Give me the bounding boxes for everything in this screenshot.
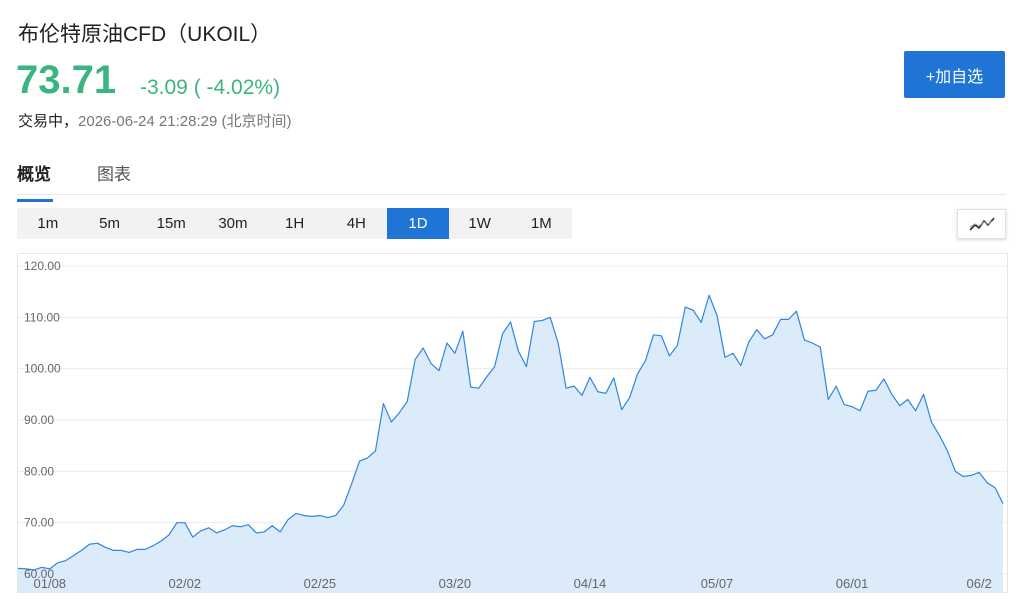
- period-5m-button[interactable]: 5m: [78, 208, 141, 239]
- period-4h-button[interactable]: 4H: [325, 208, 388, 239]
- active-tab-indicator: [17, 199, 53, 202]
- change-percent: ( -4.02%): [193, 76, 281, 99]
- last-price: 73.71: [16, 58, 117, 102]
- y-tick-label: 80.00: [24, 464, 54, 478]
- y-tick-label: 100.00: [24, 362, 61, 376]
- y-tick-label: 110.00: [24, 310, 60, 324]
- price-chart[interactable]: 120.00 110.00 100.00 90.00 80.00 70.00 60.00 01…: [17, 253, 1008, 593]
- status-text: 交易中，: [18, 113, 79, 130]
- price-change: -3.09 ( -4.02%): [140, 76, 280, 100]
- add-watchlist-button[interactable]: +加自选: [904, 51, 1005, 98]
- line-chart-icon: [968, 217, 995, 231]
- x-tick-label: 06/01: [836, 576, 869, 591]
- period-15m-button[interactable]: 15m: [140, 208, 203, 239]
- price-chart-svg: 120.00 110.00 100.00 90.00 80.00 70.00 60.0001…: [18, 259, 1007, 592]
- tab-chart[interactable]: 图表: [97, 165, 131, 184]
- tab-label: 概览: [17, 165, 51, 184]
- y-tick-label: 120.00: [24, 259, 61, 273]
- timestamp: 2026-06-24 21:28:29 (北京时间): [78, 113, 292, 130]
- period-1w-button[interactable]: 1W: [448, 208, 511, 239]
- change-value: -3.09: [140, 76, 188, 99]
- x-tick-label: 05/07: [701, 576, 734, 591]
- price-line: [18, 294, 1004, 571]
- period-1mo-button[interactable]: 1M: [510, 208, 573, 239]
- price-area: [18, 295, 1003, 592]
- x-tick-label: 02/02: [169, 576, 202, 591]
- x-tick-label: 01/08: [34, 576, 67, 591]
- period-1d-button[interactable]: 1D: [387, 208, 449, 239]
- y-tick-label: 90.00: [24, 413, 54, 427]
- x-tick-label: 04/14: [574, 576, 607, 591]
- y-tick-label: 70.00: [24, 516, 54, 530]
- trading-status: 交易中，2026-06-24 21:28:29 (北京时间): [18, 110, 291, 131]
- x-tick-label: 02/25: [304, 576, 337, 591]
- tab-overview[interactable]: 概览: [17, 160, 53, 202]
- x-tick-label: 03/20: [439, 576, 472, 591]
- period-selector: 1m 5m 15m 30m 1H 4H 1D 1W 1M: [17, 208, 573, 239]
- y-tick-label: 60.00: [24, 567, 54, 581]
- chart-type-button[interactable]: [957, 209, 1006, 239]
- period-1m-button[interactable]: 1m: [17, 208, 79, 239]
- tab-bar: 概览 图表: [17, 150, 1006, 202]
- instrument-title: 布伦特原油CFD（UKOIL）: [18, 23, 272, 46]
- period-30m-button[interactable]: 30m: [202, 208, 264, 239]
- x-tick-label: 06/2: [967, 576, 992, 591]
- period-1h-button[interactable]: 1H: [263, 208, 326, 239]
